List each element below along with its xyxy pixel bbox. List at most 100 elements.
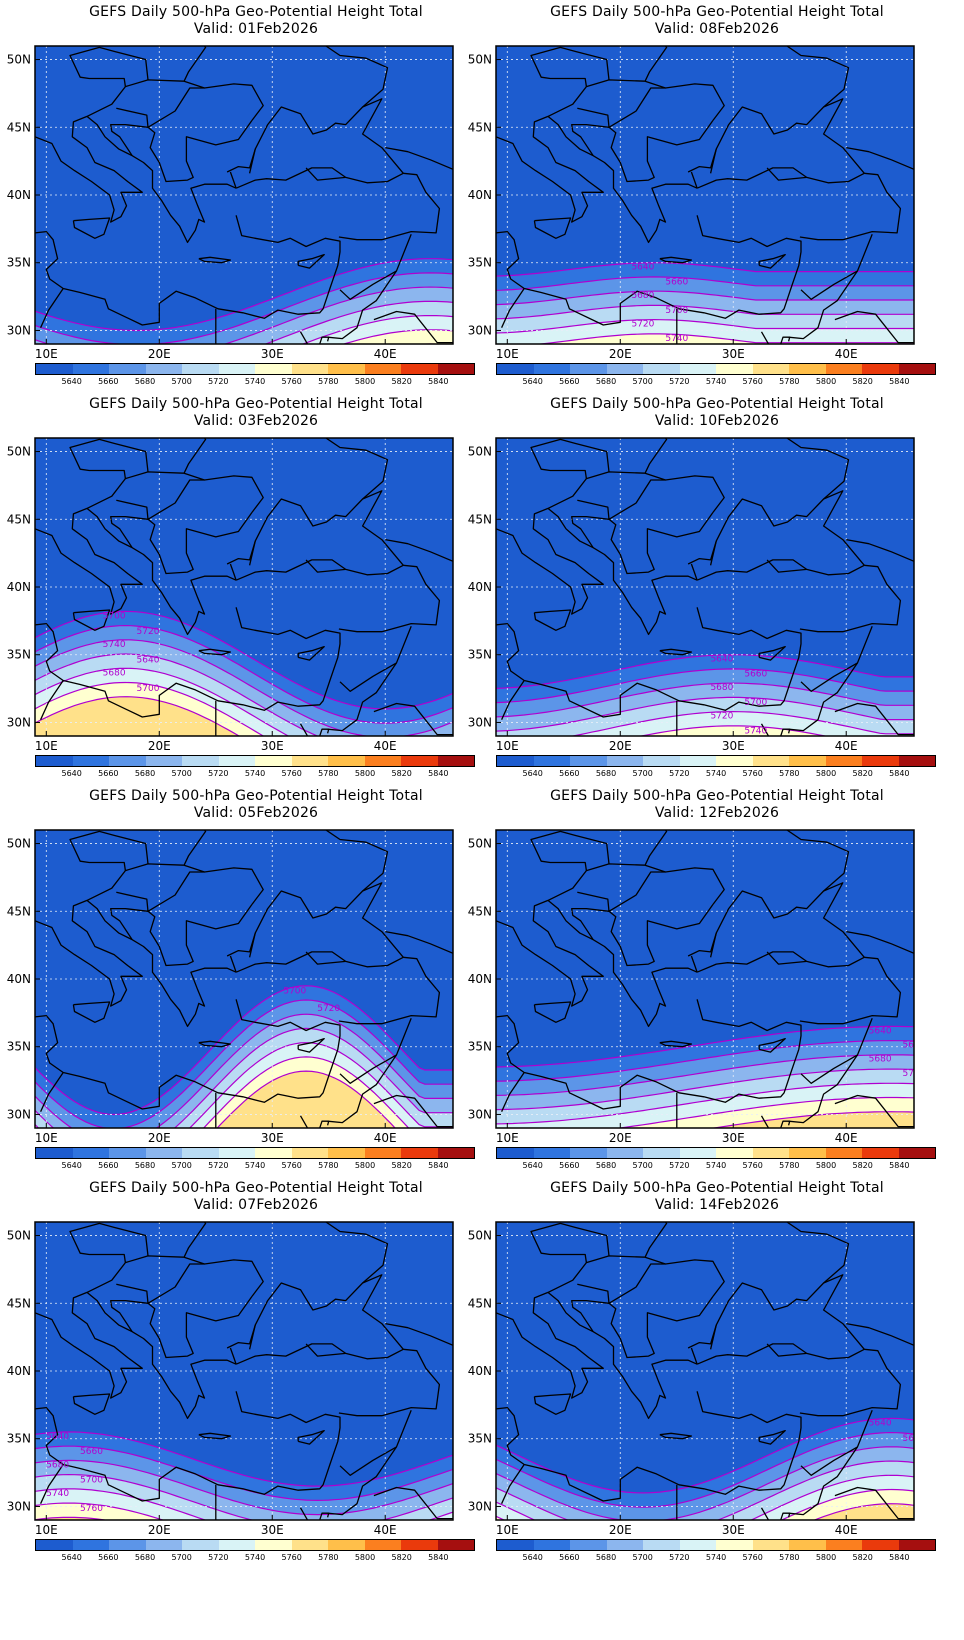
height-band: [573, 711, 914, 736]
colorbar-swatch: [643, 1148, 680, 1158]
lon-tick-label: 10E: [496, 347, 519, 361]
contour-label: 5660: [903, 1041, 926, 1051]
coastline: [198, 1040, 232, 1048]
coastline: [659, 1432, 693, 1440]
colorbar-swatch: [533, 364, 570, 374]
coastline: [339, 1410, 412, 1476]
coastline: [226, 1324, 256, 1349]
colorbar-swatch: [36, 756, 73, 766]
lon-tick-label: 30E: [261, 1523, 284, 1537]
height-band: [217, 1071, 396, 1128]
coastline: [248, 490, 404, 566]
coastline: [914, 526, 943, 580]
contour-line: [496, 654, 914, 689]
map-panel: GEFS Daily 500-hPa Geo-Potential Height …: [461, 784, 943, 1194]
colorbar-swatch: [716, 1540, 753, 1550]
coastline: [547, 471, 725, 513]
coastline: [690, 171, 698, 189]
coastline: [327, 662, 398, 732]
coastline: [530, 1222, 610, 1263]
colorbar-label: 5820: [391, 1553, 412, 1562]
coastline: [547, 507, 698, 636]
lat-tick-label: 35N: [7, 648, 31, 662]
contour-line: [535, 333, 914, 344]
colorbar-swatch: [606, 1540, 643, 1550]
coastline: [86, 471, 264, 513]
lon-tick-label: 20E: [609, 347, 632, 361]
coastline: [40, 1464, 64, 1504]
coastline: [110, 891, 149, 941]
lat-tick-label: 35N: [7, 256, 31, 270]
colorbar-label: 5760: [742, 1161, 763, 1170]
contour-line: [496, 682, 914, 718]
colorbar-swatch: [862, 1148, 899, 1158]
coastline: [530, 830, 610, 871]
coastline: [299, 331, 330, 344]
lat-tick-label: 35N: [7, 1040, 31, 1054]
colorbar-label: 5680: [134, 1553, 156, 1562]
coastline: [110, 1283, 149, 1333]
coastline: [35, 1391, 341, 1502]
lon-tick-label: 20E: [148, 1523, 171, 1537]
coastline: [327, 1054, 398, 1124]
map-panel: GEFS Daily 500-hPa Geo-Potential Height …: [461, 0, 943, 410]
height-band: [35, 1503, 163, 1520]
contour-line: [35, 272, 453, 344]
contour-label: 5640: [137, 656, 160, 666]
lon-tick-label: 40E: [374, 739, 397, 753]
coastline: [914, 918, 943, 972]
colorbar-label: 5760: [742, 769, 763, 778]
contour-line: [35, 258, 453, 332]
contour-label: 5640: [710, 655, 733, 665]
coastline: [385, 1322, 453, 1347]
coastline: [226, 540, 256, 565]
coastline: [690, 563, 698, 581]
coastline: [834, 1094, 914, 1128]
colorbar-swatch: [497, 1148, 534, 1158]
coastline: [35, 115, 143, 223]
coastline: [297, 645, 325, 661]
lon-tick-label: 30E: [261, 347, 284, 361]
colorbar-label: 5700: [632, 769, 653, 778]
coastline: [229, 171, 237, 189]
coastline: [229, 563, 237, 581]
contour-line: [301, 315, 453, 344]
height-band: [35, 1488, 453, 1520]
colorbar-label: 5780: [779, 377, 800, 386]
coastline: [248, 1274, 404, 1350]
colorbar-swatch: [752, 364, 789, 374]
coastline: [914, 134, 943, 188]
colorbar-label: 5820: [391, 769, 412, 778]
colorbar-label: 5720: [669, 377, 690, 386]
colorbar-swatch: [825, 1540, 862, 1550]
coastline: [800, 234, 873, 300]
colorbar-label: 5700: [632, 1553, 653, 1562]
contour-label: 5640: [46, 1432, 69, 1442]
coastline: [198, 648, 232, 656]
lat-tick-label: 50N: [468, 445, 492, 459]
colorbar-swatch: [898, 1540, 935, 1550]
lat-tick-label: 40N: [7, 1364, 31, 1378]
contour-label: 5740: [744, 726, 767, 736]
coastline: [766, 167, 807, 181]
coastline: [147, 1296, 253, 1359]
coastline: [687, 1324, 717, 1349]
colorbar-swatch: [716, 756, 753, 766]
colorbar-swatch: [606, 756, 643, 766]
coastline: [834, 1486, 914, 1520]
coastline: [785, 830, 850, 892]
coastline: [338, 172, 441, 241]
coastline: [226, 932, 256, 957]
coastline: [147, 512, 253, 575]
lat-tick-label: 30N: [468, 1107, 492, 1121]
colorbar-label: 5820: [852, 377, 873, 386]
coastline: [846, 930, 914, 955]
lat-tick-label: 45N: [468, 904, 492, 918]
coastline: [608, 904, 714, 967]
height-band: [496, 1489, 914, 1520]
coastline: [229, 1347, 237, 1365]
contour-line: [638, 725, 828, 736]
colorbar-swatch: [182, 364, 219, 374]
colorbar-label: 5780: [779, 1553, 800, 1562]
colorbar-label: 5740: [244, 1553, 266, 1562]
